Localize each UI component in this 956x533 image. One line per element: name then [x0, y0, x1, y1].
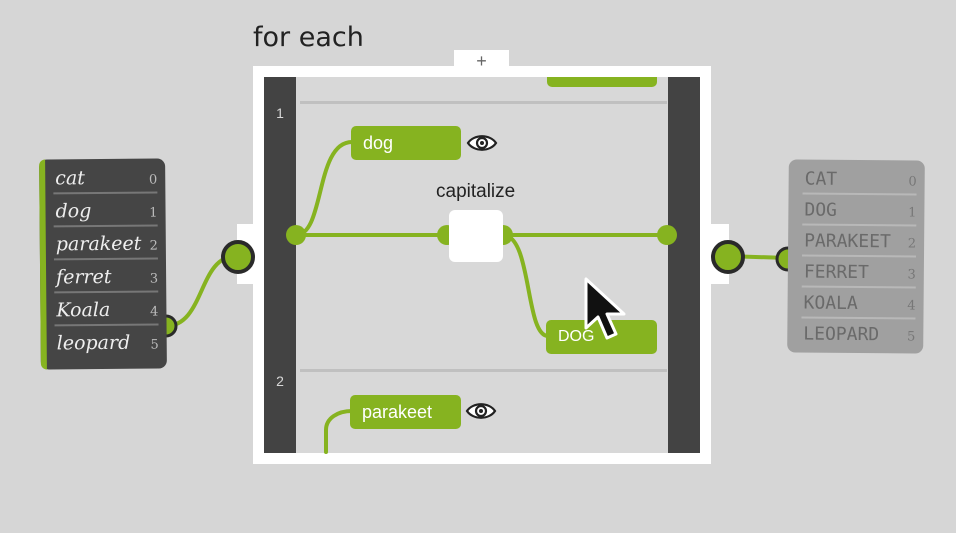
loop-title: for each — [253, 22, 364, 53]
input-list[interactable]: cat 0 dog 1 parakeet 2 ferret 3 Koala 4 leopa… — [39, 158, 167, 370]
item-pill-dog[interactable]: dog — [351, 126, 461, 160]
output-list[interactable]: CAT 0 DOG 1 PARAKEET 2 FERRET 3 KOALA 4 LEOPA… — [787, 159, 925, 354]
list-item: Koala 4 — [54, 290, 159, 327]
frame-input-port[interactable] — [221, 240, 255, 274]
iteration-divider — [300, 101, 667, 104]
frame-output-port[interactable] — [711, 240, 745, 274]
eye-icon[interactable] — [465, 401, 497, 421]
iteration-output-node — [657, 225, 677, 245]
iteration-input-node — [286, 225, 306, 245]
capitalize-function-node[interactable] — [449, 210, 503, 262]
list-accent — [39, 159, 47, 370]
list-item: ferret 3 — [53, 257, 159, 294]
item-wire-2 — [324, 409, 354, 454]
item-pill-parakeet[interactable]: parakeet — [350, 395, 461, 429]
function-label: capitalize — [436, 181, 516, 202]
right-rail — [668, 77, 700, 453]
list-item: dog 1 — [53, 191, 158, 228]
list-item: cat 0 — [53, 158, 158, 195]
list-item: parakeet 2 — [53, 224, 158, 261]
iteration-index: 1 — [276, 105, 284, 121]
add-iteration-button[interactable]: + — [454, 50, 509, 71]
previous-result-pill — [547, 77, 657, 87]
result-wire — [501, 233, 550, 338]
eye-icon[interactable] — [466, 133, 498, 153]
iteration-index: 2 — [276, 373, 284, 389]
left-rail — [264, 77, 296, 453]
cursor-icon — [584, 277, 626, 340]
item-wire — [294, 140, 354, 237]
list-item: leopard 5 — [56, 331, 159, 355]
list-item: LEOPARD 5 — [803, 323, 916, 346]
iteration-divider — [300, 369, 667, 372]
